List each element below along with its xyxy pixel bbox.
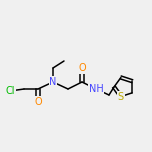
Text: Cl: Cl [5, 86, 15, 96]
Text: NH: NH [89, 84, 103, 94]
Text: S: S [118, 92, 124, 102]
Text: N: N [49, 77, 57, 87]
Text: O: O [78, 63, 86, 73]
Text: O: O [34, 97, 42, 107]
